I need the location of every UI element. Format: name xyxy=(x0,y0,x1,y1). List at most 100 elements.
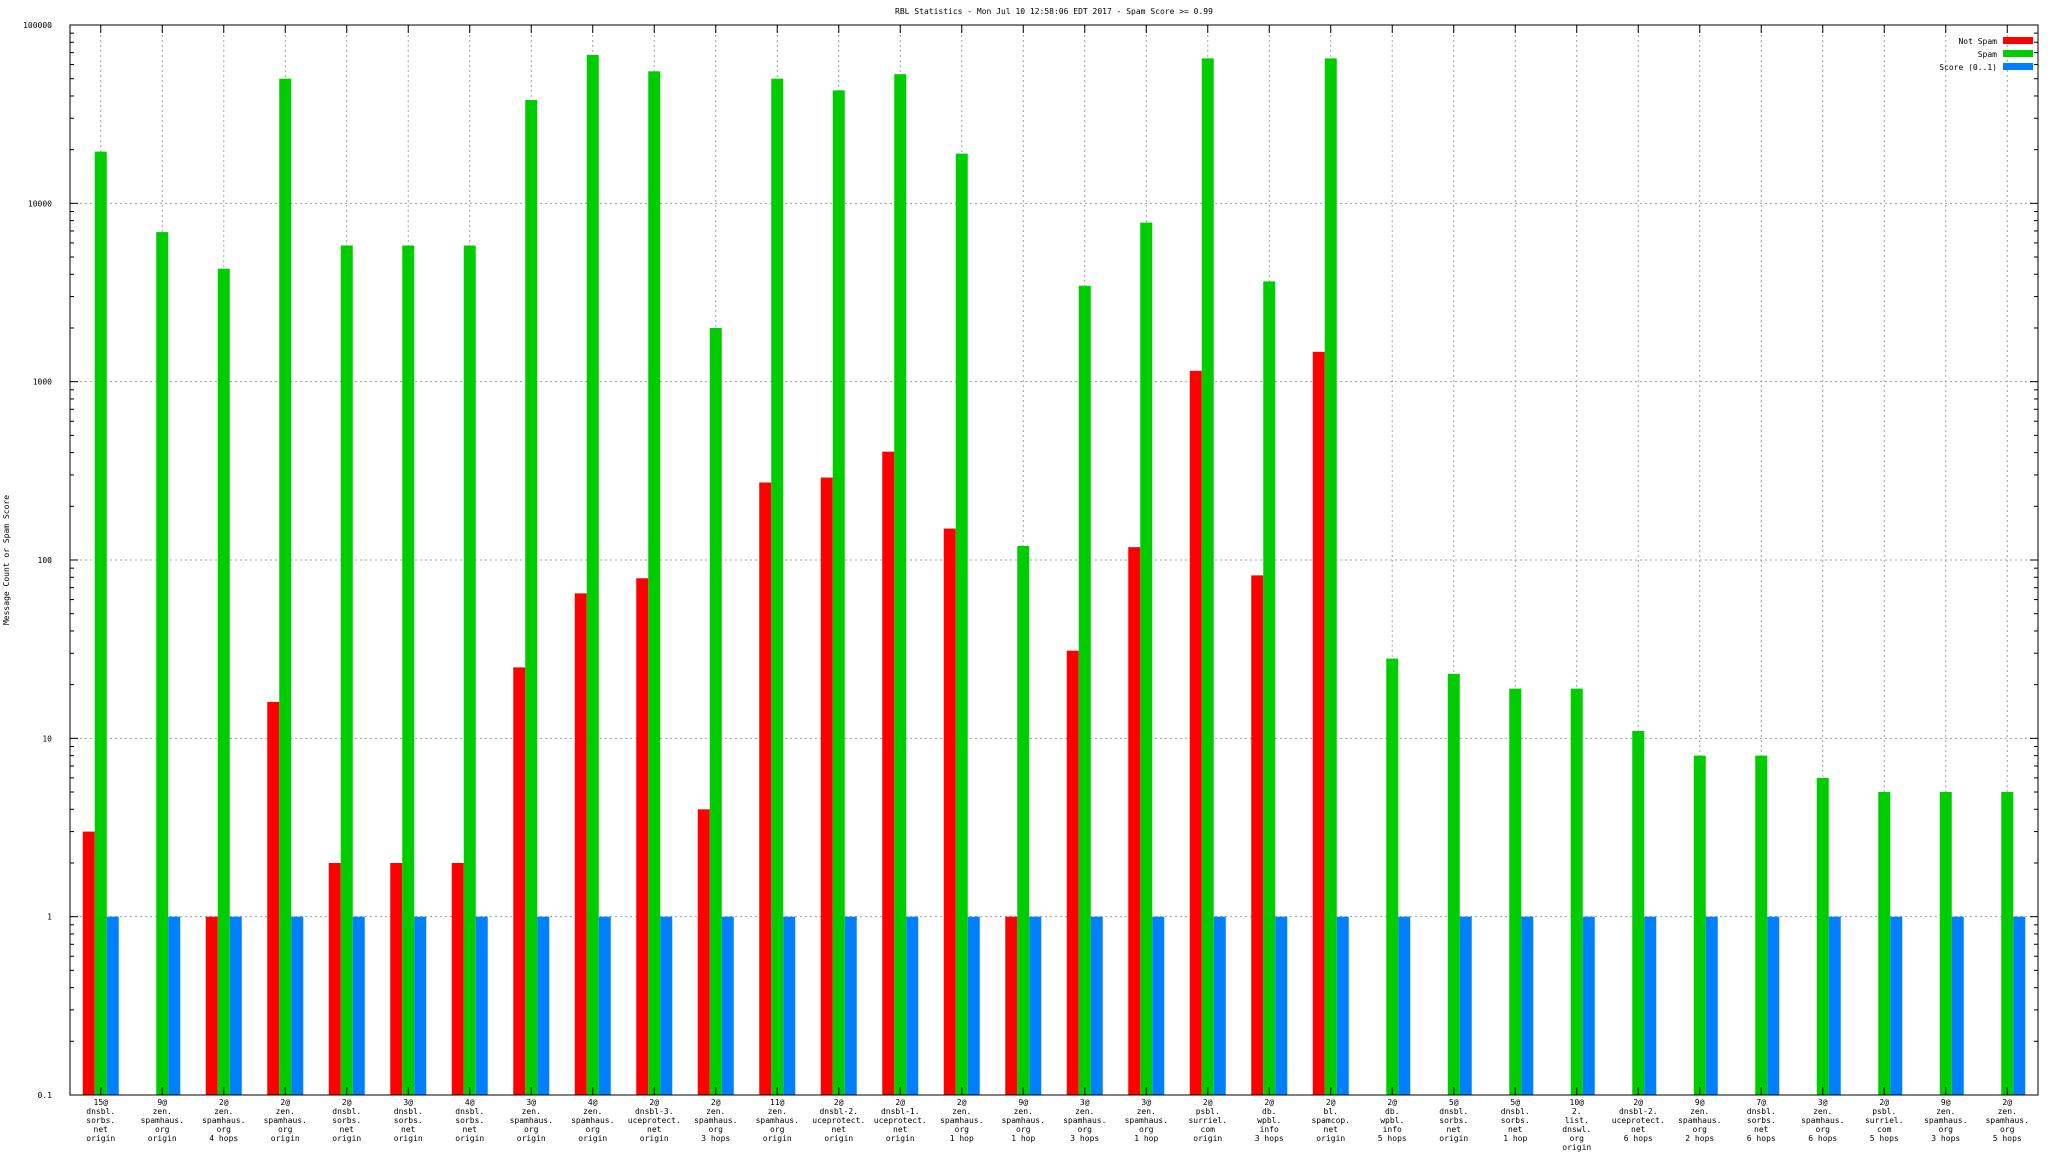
x-tick-label-line: 3 hops xyxy=(1255,1134,1284,1143)
bar-not-spam xyxy=(820,477,833,1095)
x-tick-label-line: zen. xyxy=(1075,1107,1094,1116)
bar-spam xyxy=(402,245,415,1096)
bar-score-0-1 xyxy=(844,916,857,1095)
x-tick-label-line: org xyxy=(1693,1125,1708,1134)
x-tick-label-line: sorbs. xyxy=(1747,1116,1776,1125)
x-tick-label-line: origin xyxy=(1316,1134,1345,1143)
x-tick-label-line: 2@ xyxy=(649,1098,659,1107)
bar-spam xyxy=(709,327,722,1095)
bar-spam xyxy=(1939,792,1952,1095)
x-tick-label-line: zen. xyxy=(214,1107,233,1116)
bar-score-0-1 xyxy=(1828,916,1841,1095)
bar-score-0-1 xyxy=(1705,916,1718,1095)
x-tick-label-line: origin xyxy=(332,1134,361,1143)
x-tick-label-line: 9@ xyxy=(1941,1098,1951,1107)
x-tick-label-line: db. xyxy=(1262,1107,1276,1116)
x-tick-label-line: org xyxy=(217,1125,232,1134)
bar-score-0-1 xyxy=(168,916,181,1095)
bar-score-0-1 xyxy=(1767,916,1780,1095)
x-tick-label-line: spamhaus. xyxy=(1678,1116,1721,1125)
x-tick-label: 5@ dnsbl. sorbs. net origin xyxy=(1439,1098,1468,1143)
x-tick-label: 3@ zen. spamhaus. org 3 hops xyxy=(1063,1098,1106,1143)
x-tick-label-line: dnsbl. xyxy=(455,1107,484,1116)
bar-not-spam xyxy=(1005,916,1018,1095)
x-tick-label-line: origin xyxy=(1439,1134,1468,1143)
y-tick-label: 1000 xyxy=(33,378,52,387)
x-tick-label-line: uceprotect. xyxy=(628,1116,681,1125)
x-tick-label-line: spamhaus. xyxy=(1125,1116,1168,1125)
bar-not-spam xyxy=(574,593,587,1095)
x-tick-label: 9@ zen. spamhaus. org 2 hops xyxy=(1678,1098,1721,1143)
x-tick-label-line: spamhaus. xyxy=(141,1116,184,1125)
x-tick-label-line: 5@ xyxy=(1449,1098,1459,1107)
x-tick-label-line: spamhaus. xyxy=(571,1116,614,1125)
legend-label: Score (0..1) xyxy=(1939,63,1997,72)
x-tick-label-line: db. xyxy=(1385,1107,1399,1116)
x-tick-label-line: zen. xyxy=(1137,1107,1156,1116)
bar-spam xyxy=(2001,792,2014,1095)
x-tick-label-line: origin xyxy=(148,1134,177,1143)
bar-score-0-1 xyxy=(1398,916,1411,1095)
x-tick-label-line: 3 hops xyxy=(1070,1134,1099,1143)
x-tick-label-line: wpbl. xyxy=(1380,1116,1404,1125)
bar-score-0-1 xyxy=(783,916,796,1095)
bar-not-spam xyxy=(1312,351,1325,1096)
x-tick-label-line: com xyxy=(1877,1125,1892,1134)
x-tick-label-line: origin xyxy=(86,1134,115,1143)
bar-spam xyxy=(1509,688,1522,1095)
x-tick-label-line: 2. xyxy=(1572,1107,1582,1116)
x-tick-label-line: net xyxy=(832,1125,847,1134)
x-tick-label-line: wpbl. xyxy=(1257,1116,1281,1125)
x-tick-label-line: net xyxy=(1508,1125,1523,1134)
bar-not-spam xyxy=(1189,370,1202,1095)
bar-spam xyxy=(1755,755,1768,1095)
bar-score-0-1 xyxy=(475,916,488,1095)
bar-not-spam xyxy=(205,916,218,1095)
bar-score-0-1 xyxy=(967,916,980,1095)
x-tick-label-line: net xyxy=(1447,1125,1462,1134)
y-tick-label: 1 xyxy=(47,913,52,922)
x-tick-label-line: net xyxy=(401,1125,416,1134)
chart-title: RBL Statistics - Mon Jul 10 12:58:06 EDT… xyxy=(895,7,1213,16)
bar-not-spam xyxy=(390,862,403,1095)
bar-score-0-1 xyxy=(414,916,427,1095)
x-tick-label-line: org xyxy=(524,1125,539,1134)
bar-spam xyxy=(1017,545,1030,1095)
x-tick-label: 15@ dnsbl. sorbs. net origin xyxy=(86,1098,115,1143)
bar-score-0-1 xyxy=(106,916,119,1095)
x-tick-label-line: 5 hops xyxy=(1870,1134,1899,1143)
bar-spam xyxy=(1140,222,1153,1095)
x-tick-label-line: 9@ xyxy=(1695,1098,1705,1107)
x-tick-label-line: zen. xyxy=(1998,1107,2017,1116)
x-tick-label-line: org xyxy=(2000,1125,2015,1134)
bar-not-spam xyxy=(267,701,280,1095)
x-tick-label: 2@ dnsbl-3. uceprotect. net origin xyxy=(628,1098,681,1143)
bar-not-spam xyxy=(636,578,649,1095)
x-tick-label-line: spamhaus. xyxy=(1002,1116,1045,1125)
x-tick-label-line: dnsbl. xyxy=(394,1107,423,1116)
bar-spam xyxy=(1447,673,1460,1095)
bar-score-0-1 xyxy=(906,916,919,1095)
x-tick-label: 10@ 2. list. dnswl. org origin xyxy=(1562,1098,1591,1152)
bar-spam xyxy=(217,268,230,1095)
bar-spam xyxy=(832,90,845,1095)
y-tick-label: 100 xyxy=(38,556,53,565)
x-tick-label-line: psbl. xyxy=(1196,1107,1220,1116)
x-tick-label: 2@ db. wpbl. info 3 hops xyxy=(1255,1098,1284,1143)
y-tick-label: 0.1 xyxy=(38,1091,53,1100)
x-tick-label-line: spamhaus. xyxy=(1986,1116,2029,1125)
x-tick-label-line: 5 hops xyxy=(1993,1134,2022,1143)
x-tick-label-line: org xyxy=(1570,1134,1585,1143)
x-tick-label-line: spamhaus. xyxy=(1063,1116,1106,1125)
x-tick-label-line: origin xyxy=(271,1134,300,1143)
x-tick-label: 3@ dnsbl. sorbs. net origin xyxy=(394,1098,423,1143)
x-tick-label-line: origin xyxy=(640,1134,669,1143)
bar-spam xyxy=(525,99,538,1095)
x-tick-label-line: dnsbl-3. xyxy=(635,1107,674,1116)
x-tick-label-line: origin xyxy=(1193,1134,1222,1143)
x-tick-label: 9@ zen. spamhaus. org 1 hop xyxy=(1002,1098,1045,1143)
x-tick-label-line: sorbs. xyxy=(332,1116,361,1125)
x-tick-label-line: net xyxy=(893,1125,908,1134)
x-tick-label-line: 2@ xyxy=(1203,1098,1213,1107)
